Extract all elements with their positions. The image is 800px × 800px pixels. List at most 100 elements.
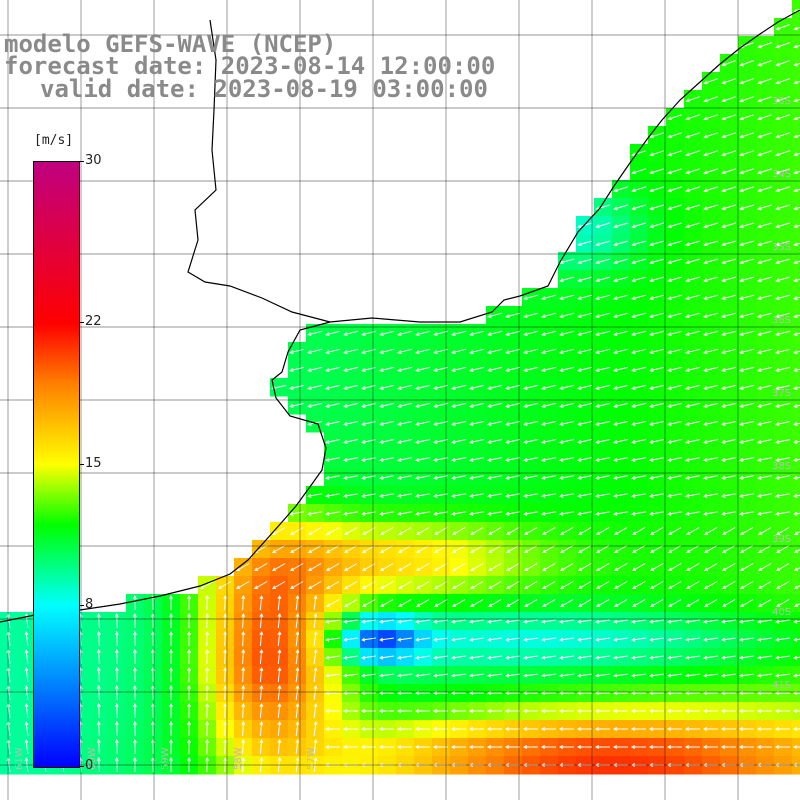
wind-arrow <box>559 475 574 480</box>
wind-arrow <box>793 368 800 372</box>
wind-arrow <box>505 637 520 642</box>
latitude-label: 36S <box>772 315 791 326</box>
wind-arrow <box>559 330 574 336</box>
wind-arrow <box>487 619 502 624</box>
wind-arrow <box>379 563 394 572</box>
wind-arrow <box>631 493 646 498</box>
colorbar-tick-label: 30 <box>85 153 102 168</box>
wind-arrow <box>756 709 772 713</box>
wind-arrow <box>289 581 304 590</box>
wind-arrow <box>397 493 412 498</box>
wind-arrow <box>703 150 718 157</box>
wind-arrow <box>775 24 790 31</box>
wind-arrow <box>487 673 502 678</box>
wind-arrow <box>721 348 736 354</box>
wind-arrow <box>757 42 772 49</box>
wind-arrow <box>667 421 682 426</box>
wind-arrow <box>541 619 556 624</box>
wind-arrow <box>379 493 394 498</box>
wind-arrow <box>343 493 358 498</box>
wind-arrow <box>703 294 718 301</box>
wind-arrow <box>775 168 790 175</box>
wind-arrow <box>613 457 628 462</box>
wind-arrow <box>415 619 430 624</box>
wind-arrow <box>775 511 790 516</box>
wind-arrow <box>775 60 790 67</box>
wind-arrow <box>414 745 430 749</box>
wind-arrow <box>241 594 246 611</box>
wind-arrow <box>739 312 754 318</box>
wind-arrow <box>667 475 682 480</box>
wind-arrow <box>451 439 466 444</box>
wind-arrow <box>397 366 412 372</box>
wind-arrow <box>378 727 394 731</box>
wind-arrow <box>739 402 754 408</box>
wind-arrow <box>379 637 394 642</box>
wind-arrow <box>595 581 610 590</box>
wind-arrow <box>505 563 520 572</box>
wind-arrow <box>541 599 556 608</box>
wind-arrow <box>595 545 610 554</box>
wind-arrow <box>613 599 628 608</box>
wind-arrow <box>259 720 264 737</box>
wind-arrow <box>379 655 394 660</box>
wind-arrow <box>223 630 228 647</box>
wind-arrow <box>577 366 592 372</box>
wind-arrow <box>397 475 412 480</box>
wind-arrow <box>793 584 800 590</box>
wind-arrow <box>613 545 628 554</box>
wind-arrow <box>595 511 610 516</box>
wind-arrow <box>307 581 322 590</box>
wind-arrow <box>703 637 718 642</box>
wind-arrow <box>649 421 664 426</box>
wind-arrow <box>289 348 304 354</box>
wind-arrow <box>469 348 484 354</box>
wind-arrow <box>396 709 412 713</box>
wind-arrow <box>559 619 574 624</box>
wind-arrow <box>541 545 556 554</box>
wind-arrow <box>487 527 502 536</box>
wind-arrow <box>613 581 628 590</box>
wind-arrow <box>666 745 682 749</box>
wind-arrow <box>289 545 304 554</box>
wind-arrow <box>757 384 772 390</box>
wind-arrow <box>324 727 340 731</box>
wind-arrow <box>271 581 286 590</box>
wind-arrow <box>775 186 790 193</box>
wind-arrow <box>343 384 358 390</box>
wind-arrow <box>667 439 682 444</box>
wind-arrow <box>757 186 772 193</box>
wind-arrow <box>667 186 682 193</box>
wind-arrow <box>523 294 538 301</box>
wind-arrow <box>793 98 800 103</box>
wind-arrow <box>114 738 119 755</box>
wind-arrow <box>685 276 700 283</box>
wind-arrow <box>313 703 318 718</box>
wind-arrow <box>685 348 700 354</box>
wind-arrow <box>415 330 430 336</box>
wind-arrow <box>487 637 502 642</box>
wind-arrow <box>541 527 556 536</box>
wind-arrow <box>504 727 520 731</box>
wind-arrow <box>738 709 754 713</box>
wind-arrow <box>757 421 772 426</box>
wind-arrow <box>523 581 538 590</box>
wind-arrow <box>631 439 646 444</box>
wind-arrow <box>361 673 376 678</box>
wind-arrow <box>397 330 412 336</box>
wind-arrow <box>379 475 394 480</box>
wind-arrow <box>739 563 754 572</box>
wind-arrow <box>223 720 228 737</box>
wind-speed-field <box>0 0 800 775</box>
wind-arrow <box>469 330 484 336</box>
wind-arrow <box>595 527 610 536</box>
wind-arrow <box>721 168 736 175</box>
wind-arrow <box>631 348 646 354</box>
wind-arrow <box>775 402 790 408</box>
wind-arrow <box>415 655 430 660</box>
wind-arrow <box>757 637 772 642</box>
wind-arrow <box>132 666 137 683</box>
wind-arrow <box>541 294 556 301</box>
wind-arrow <box>685 563 700 572</box>
wind-arrow <box>523 330 538 336</box>
